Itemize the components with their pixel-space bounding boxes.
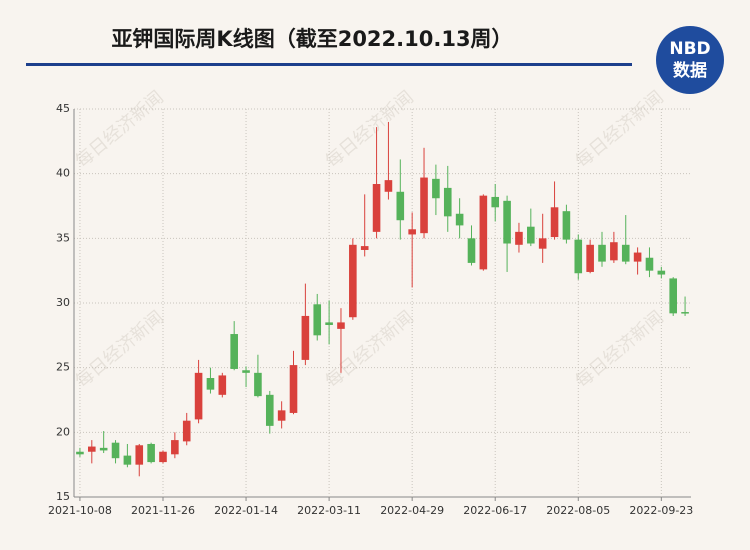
y-tick-label: 35 (56, 231, 70, 244)
candle-body (99, 447, 108, 451)
candle-body (681, 312, 689, 314)
logo-top: NBD (669, 39, 710, 59)
candle-body (325, 322, 333, 325)
x-tick-label: 2021-11-26 (131, 504, 195, 517)
candle-body (384, 180, 393, 192)
candle-body (242, 370, 250, 373)
candle-body (538, 238, 547, 249)
watermark: 每日经济新闻 (322, 307, 418, 393)
candle-body (432, 178, 440, 199)
watermark: 每日经济新闻 (72, 87, 168, 173)
candle-body (633, 252, 642, 262)
candle-body (550, 207, 559, 238)
candle-body (574, 239, 583, 274)
logo-bottom: 数据 (673, 60, 707, 81)
candle-body (76, 451, 84, 455)
watermark: 每日经济新闻 (572, 307, 668, 393)
candle-body (455, 213, 464, 226)
y-tick-label: 45 (56, 102, 70, 115)
candle-body (621, 244, 630, 262)
candle-body (598, 244, 606, 262)
candle-body (349, 244, 357, 318)
candle-body (503, 200, 511, 244)
y-tick-label: 25 (56, 361, 70, 374)
candle-body (182, 420, 191, 442)
candle-body (313, 304, 322, 336)
candle-body (408, 229, 416, 235)
candle-body (301, 315, 310, 360)
chart-title: 亚钾国际周K线图（截至2022.10.13周） (111, 27, 512, 51)
candle-body (467, 238, 476, 263)
logo (656, 26, 724, 94)
candle-body (657, 270, 666, 275)
x-tick-label: 2022-08-05 (546, 504, 610, 517)
candle-body (396, 191, 405, 221)
candle-body (372, 184, 381, 232)
candle-body (265, 394, 274, 426)
watermark: 每日经济新闻 (322, 87, 418, 173)
candle-body (337, 322, 345, 329)
candle-body (123, 455, 132, 465)
x-tick-label: 2022-09-23 (629, 504, 693, 517)
candle-body (230, 334, 238, 369)
x-tick-label: 2022-04-29 (380, 504, 444, 517)
y-tick-label: 15 (56, 490, 70, 503)
candle-body (479, 195, 488, 270)
candle-body (194, 372, 203, 420)
candle-body (277, 410, 286, 421)
candle-body (254, 372, 262, 397)
candle-body (135, 445, 144, 465)
x-tick-label: 2022-06-17 (463, 504, 527, 517)
candle-body (289, 365, 298, 413)
x-tick-label: 2021-10-08 (48, 504, 112, 517)
x-tick-label: 2022-01-14 (214, 504, 278, 517)
candle-body (491, 196, 500, 208)
candle-body (443, 187, 452, 217)
candle-body (527, 226, 535, 244)
watermark: 每日经济新闻 (72, 307, 168, 393)
candle-body (88, 446, 96, 452)
title-rule (26, 63, 632, 66)
candle-body (669, 278, 677, 314)
y-tick-label: 30 (56, 296, 70, 309)
candle-body (562, 211, 571, 240)
x-tick-label: 2022-03-11 (297, 504, 361, 517)
watermark: 每日经济新闻 (572, 87, 668, 173)
candle-body (171, 440, 179, 455)
y-tick-label: 40 (56, 167, 70, 180)
candle-body (586, 244, 594, 272)
candle-body (147, 443, 155, 463)
candle-body (206, 378, 215, 390)
candle-body (218, 375, 227, 395)
candle-body (515, 231, 523, 245)
candle-body (420, 177, 428, 234)
candle-body (360, 246, 369, 250)
candle-body (159, 451, 167, 463)
candle-body (645, 257, 654, 271)
candle-body (610, 242, 618, 261)
y-tick-label: 20 (56, 425, 70, 438)
candle-body (111, 442, 120, 459)
